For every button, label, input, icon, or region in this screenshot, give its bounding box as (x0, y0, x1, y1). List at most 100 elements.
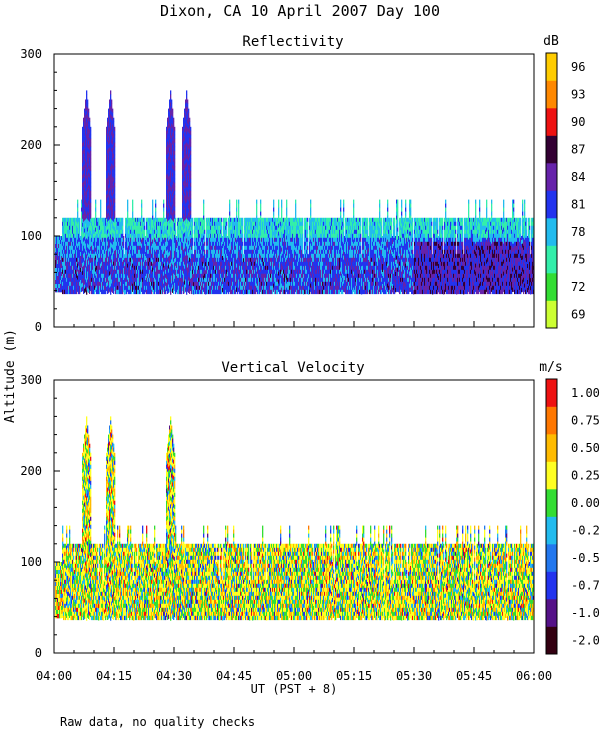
reflectivity-heatmap-cell (117, 269, 119, 275)
reflectivity-heatmap-cell (71, 273, 73, 279)
reflectivity-heatmap-cell (113, 153, 115, 158)
reflectivity-heatmap-cell (130, 233, 132, 239)
reflectivity-heatmap-cell (67, 257, 69, 263)
reflectivity-heatmap-cell (73, 281, 75, 287)
reflectivity-heatmap-cell (81, 279, 83, 284)
reflectivity-heatmap-cell (147, 265, 149, 271)
reflectivity-heatmap-cell (116, 269, 118, 275)
reflectivity-heatmap-cell (118, 257, 120, 263)
reflectivity-heatmap-cell (125, 289, 127, 295)
reflectivity-heatmap-cell (142, 249, 144, 255)
reflectivity-heatmap-cell (102, 221, 104, 227)
reflectivity-heatmap-cell (62, 281, 64, 287)
reflectivity-heatmap-cell (71, 229, 73, 235)
reflectivity-heatmap-cell (61, 240, 63, 245)
reflectivity-heatmap-cell (156, 269, 158, 275)
reflectivity-heatmap-cell (77, 255, 79, 260)
reflectivity-heatmap-cell (107, 229, 109, 234)
reflectivity-heatmap-cell (110, 98, 112, 103)
reflectivity-heatmap-cell (56, 276, 58, 281)
reflectivity-heatmap-cell (157, 221, 159, 227)
reflectivity-heatmap-cell (127, 203, 129, 208)
reflectivity-heatmap-cell (121, 269, 123, 275)
reflectivity-heatmap-cell (109, 243, 111, 248)
reflectivity-heatmap-cell (111, 163, 113, 168)
reflectivity-heatmap-cell (132, 223, 134, 228)
reflectivity-heatmap-cell (85, 243, 87, 248)
reflectivity-heatmap-cell (167, 285, 169, 290)
reflectivity-heatmap-cell (103, 281, 105, 287)
reflectivity-heatmap-cell (113, 133, 115, 138)
reflectivity-heatmap-cell (104, 217, 106, 223)
reflectivity-heatmap-cell (95, 239, 97, 244)
reflectivity-heatmap-cell (118, 289, 120, 295)
reflectivity-heatmap-cell (59, 260, 61, 265)
reflectivity-heatmap-cell (65, 253, 67, 259)
reflectivity-heatmap-cell (90, 266, 92, 272)
reflectivity-heatmap-cell (108, 268, 110, 273)
reflectivity-heatmap-cell (87, 199, 89, 204)
reflectivity-heatmap-cell (153, 257, 155, 263)
reflectivity-heatmap-cell (112, 124, 114, 129)
reflectivity-heatmap-cell (94, 277, 96, 283)
reflectivity-heatmap-cell (112, 248, 114, 253)
reflectivity-heatmap-cell (105, 281, 107, 287)
reflectivity-heatmap-cell (146, 281, 148, 287)
reflectivity-heatmap-cell (139, 261, 141, 267)
reflectivity-heatmap-cell (81, 211, 83, 216)
reflectivity-heatmap-cell (83, 181, 85, 186)
reflectivity-heatmap-cell (142, 225, 144, 231)
reflectivity-heatmap-cell (62, 245, 64, 251)
reflectivity-heatmap-cell (63, 233, 65, 239)
reflectivity-heatmap-cell (97, 237, 99, 243)
reflectivity-heatmap-cell (127, 235, 129, 240)
reflectivity-heatmap-cell (162, 265, 164, 271)
reflectivity-heatmap-cell (118, 217, 120, 223)
reflectivity-heatmap-cell (86, 262, 88, 267)
reflectivity-heatmap-cell (147, 237, 149, 243)
reflectivity-heatmap-cell (115, 289, 117, 295)
reflectivity-heatmap-cell (109, 163, 111, 168)
reflectivity-heatmap-cell (130, 277, 132, 283)
reflectivity-heatmap-cell (87, 139, 89, 144)
reflectivity-heatmap-cell (93, 225, 95, 231)
reflectivity-heatmap-cell (116, 225, 118, 231)
reflectivity-heatmap-cell (111, 283, 113, 288)
reflectivity-heatmap-cell (99, 221, 101, 227)
reflectivity-heatmap-cell (115, 225, 117, 231)
reflectivity-heatmap-cell (87, 119, 89, 124)
reflectivity-heatmap-cell (131, 257, 133, 263)
reflectivity-heatmap-cell (71, 281, 73, 287)
reflectivity-heatmap-cell (108, 236, 110, 241)
reflectivity-heatmap-cell (118, 285, 120, 291)
reflectivity-heatmap-cell (165, 265, 167, 271)
reflectivity-heatmap-cell (136, 245, 138, 251)
reflectivity-heatmap-cell (84, 164, 86, 169)
reflectivity-heatmap-cell (148, 261, 150, 267)
reflectivity-heatmap-cell (60, 272, 62, 277)
reflectivity-heatmap-cell (112, 284, 114, 289)
reflectivity-heatmap-cell (83, 285, 85, 290)
reflectivity-heatmap-cell (126, 217, 128, 223)
reflectivity-heatmap-cell (132, 283, 134, 288)
reflectivity-heatmap-cell (119, 269, 121, 275)
reflectivity-heatmap-cell (122, 233, 124, 239)
reflectivity-heatmap-cell (91, 241, 93, 247)
reflectivity-heatmap-cell (68, 233, 70, 239)
reflectivity-heatmap-cell (132, 203, 134, 208)
reflectivity-heatmap-cell (123, 264, 125, 269)
reflectivity-heatmap-cell (121, 265, 123, 271)
reflectivity-heatmap-cell (98, 233, 100, 239)
reflectivity-heatmap-cell (164, 249, 166, 255)
reflectivity-heatmap-cell (108, 280, 110, 285)
reflectivity-heatmap-cell (119, 273, 121, 279)
reflectivity-heatmap-cell (139, 265, 141, 271)
reflectivity-heatmap-cell (92, 289, 94, 295)
reflectivity-heatmap-cell (124, 274, 126, 279)
reflectivity-heatmap-cell (99, 225, 101, 231)
reflectivity-heatmap-cell (65, 245, 67, 251)
reflectivity-heatmap-cell (143, 257, 145, 263)
reflectivity-heatmap-cell (138, 233, 140, 239)
reflectivity-heatmap-cell (100, 259, 102, 264)
reflectivity-heatmap-cell (70, 277, 72, 283)
